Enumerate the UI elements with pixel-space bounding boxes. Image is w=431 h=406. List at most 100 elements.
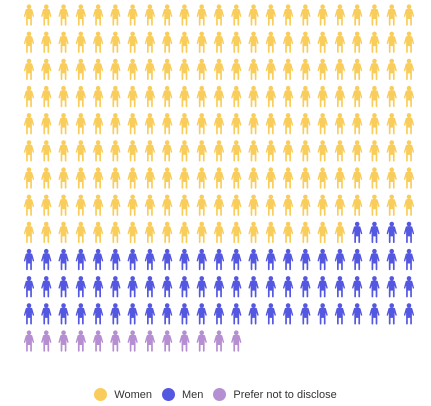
- person-icon: [317, 58, 328, 81]
- person-icon: [386, 303, 397, 325]
- person-icon: [317, 303, 328, 325]
- person-icon: [144, 303, 155, 325]
- person-icon: [93, 221, 104, 244]
- person-icon: [75, 31, 86, 53]
- person-icon: [386, 276, 397, 298]
- person-icon: [403, 4, 415, 26]
- person-icon: [179, 31, 190, 53]
- person-icon: [41, 85, 52, 108]
- person-icon: [179, 303, 190, 325]
- person-icon: [144, 276, 155, 298]
- person-icon: [110, 31, 121, 53]
- person-icon: [300, 221, 311, 244]
- person-icon: [179, 167, 190, 189]
- person-icon: [58, 303, 69, 325]
- person-icon: [369, 85, 380, 108]
- person-icon: [127, 140, 138, 162]
- person-icon: [196, 221, 207, 244]
- person-icon: [75, 58, 86, 81]
- person-icon: [162, 303, 173, 325]
- person-icon: [110, 85, 121, 108]
- person-icon: [283, 194, 294, 216]
- person-icon: [386, 85, 397, 108]
- person-icon: [162, 140, 173, 162]
- person-icon: [23, 303, 35, 325]
- person-icon: [213, 167, 225, 189]
- person-icon: [75, 113, 86, 135]
- person-icon: [144, 330, 155, 352]
- person-icon: [110, 330, 121, 352]
- person-icon: [334, 276, 345, 298]
- person-icon: [334, 248, 345, 271]
- legend-item-men[interactable]: Men: [161, 388, 204, 401]
- person-icon: [352, 276, 363, 298]
- person-icon: [196, 113, 207, 135]
- legend-item-women[interactable]: Women: [94, 388, 152, 401]
- person-icon: [93, 330, 104, 352]
- person-icon: [403, 58, 415, 81]
- person-icon: [58, 330, 69, 352]
- person-icon: [58, 58, 69, 81]
- person-icon: [352, 303, 363, 325]
- person-icon: [196, 248, 207, 271]
- person-icon: [179, 58, 190, 81]
- person-icon: [283, 113, 294, 135]
- person-icon: [75, 276, 86, 298]
- person-icon: [248, 167, 259, 189]
- legend-item-undisclosed[interactable]: Prefer not to disclose: [213, 388, 337, 401]
- person-icon: [283, 58, 294, 81]
- person-icon: [162, 248, 173, 271]
- person-icon: [248, 194, 259, 216]
- person-icon: [334, 58, 345, 81]
- legend-label-men: Men: [181, 388, 204, 401]
- person-icon: [386, 31, 397, 53]
- person-icon: [352, 167, 363, 189]
- person-icon: [386, 140, 397, 162]
- person-icon: [283, 221, 294, 244]
- person-icon: [179, 4, 190, 26]
- person-icon: [110, 248, 121, 271]
- person-icon: [196, 276, 207, 298]
- person-icon: [110, 4, 121, 26]
- person-icon: [127, 85, 138, 108]
- person-icon: [231, 276, 242, 298]
- person-icon: [283, 276, 294, 298]
- person-icon: [144, 58, 155, 81]
- person-icon: [403, 303, 415, 325]
- person-icon: [403, 167, 415, 189]
- person-icon: [352, 221, 363, 244]
- person-icon: [144, 140, 155, 162]
- person-icon: [196, 4, 207, 26]
- person-icon: [213, 140, 225, 162]
- person-icon: [248, 303, 259, 325]
- person-icon: [265, 167, 276, 189]
- person-icon: [213, 248, 225, 271]
- legend-swatch-men: [161, 388, 175, 401]
- person-icon: [179, 221, 190, 244]
- person-icon: [231, 85, 242, 108]
- person-icon: [231, 194, 242, 216]
- person-icon: [403, 113, 415, 135]
- legend-swatch-undisclosed: [213, 388, 227, 401]
- person-icon: [162, 194, 173, 216]
- person-icon: [265, 31, 276, 53]
- person-icon: [179, 113, 190, 135]
- person-icon: [265, 85, 276, 108]
- person-icon: [334, 303, 345, 325]
- person-icon: [93, 248, 104, 271]
- person-icon: [58, 140, 69, 162]
- person-icon: [369, 4, 380, 26]
- person-icon: [196, 31, 207, 53]
- person-icon: [23, 140, 35, 162]
- person-icon: [93, 276, 104, 298]
- person-icon: [265, 113, 276, 135]
- person-icon: [144, 85, 155, 108]
- person-icon: [58, 221, 69, 244]
- person-icon: [196, 140, 207, 162]
- person-icon: [300, 4, 311, 26]
- person-icon: [93, 303, 104, 325]
- person-icon: [196, 85, 207, 108]
- person-icon: [58, 194, 69, 216]
- person-icon: [75, 85, 86, 108]
- person-icon: [369, 167, 380, 189]
